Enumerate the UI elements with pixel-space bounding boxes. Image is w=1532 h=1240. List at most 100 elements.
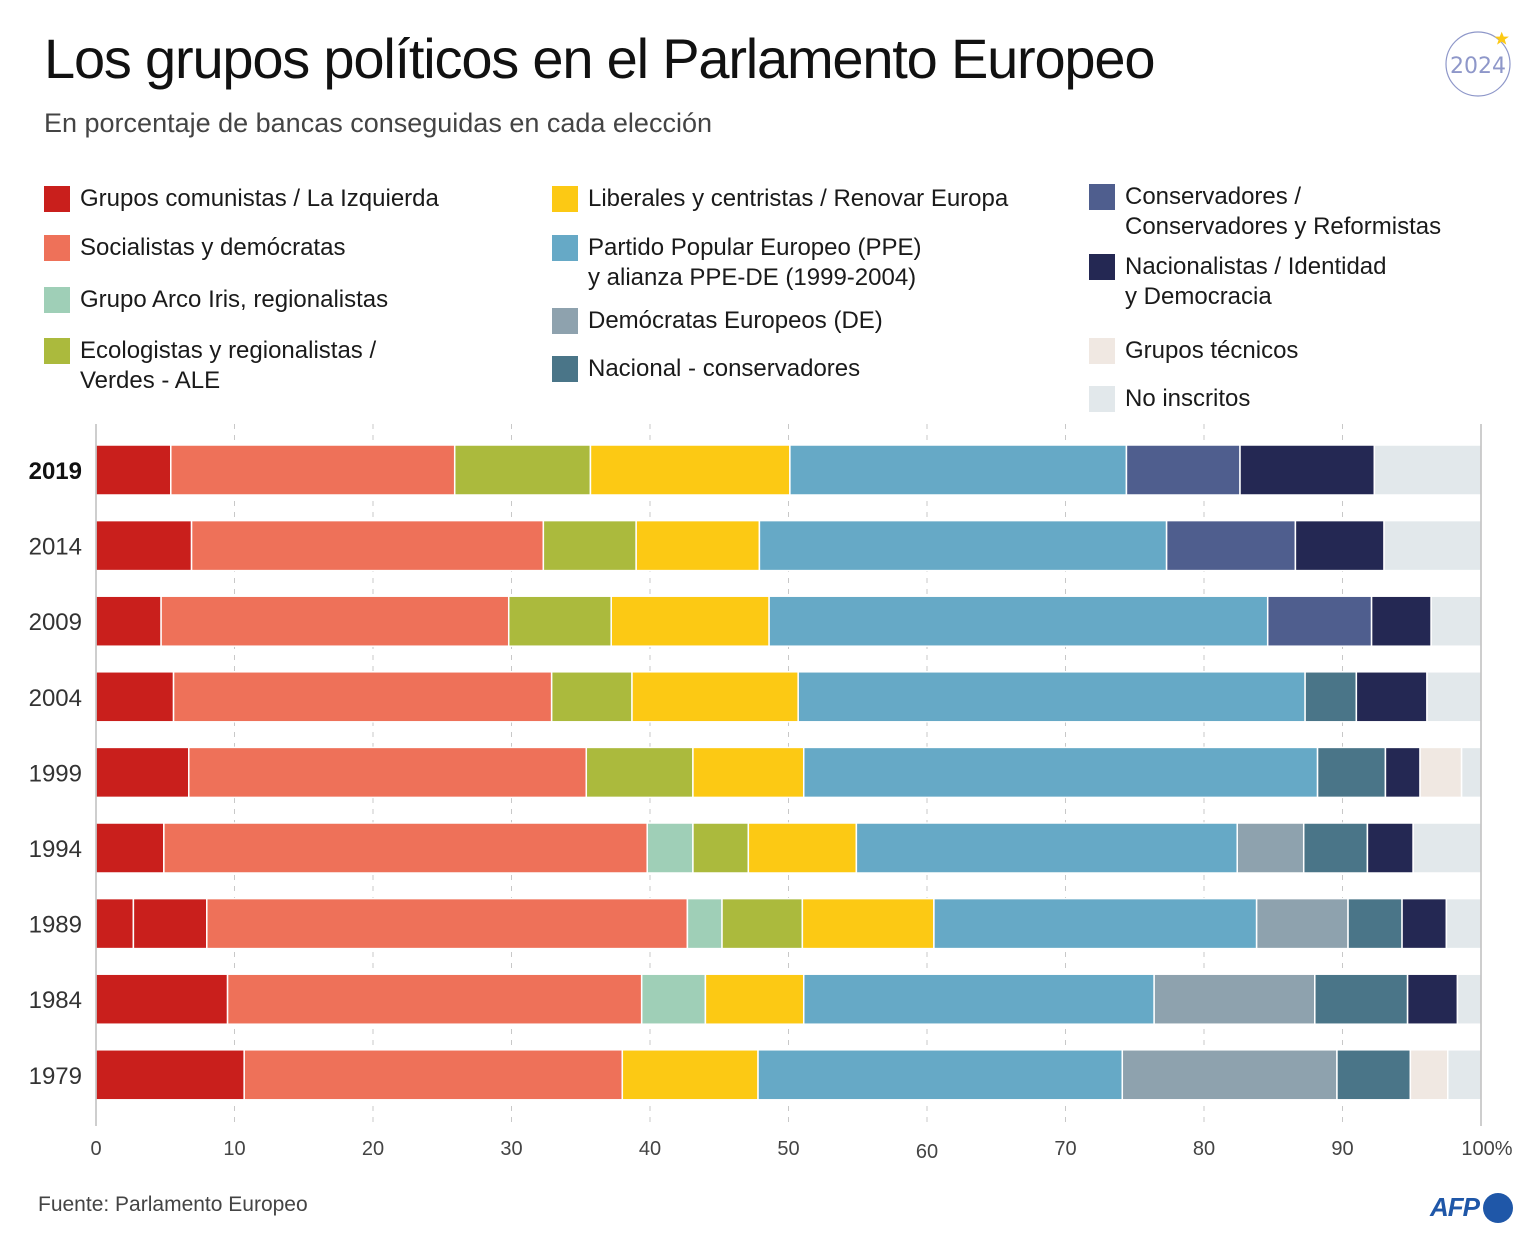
year-label: 1994 bbox=[29, 836, 82, 863]
legend-item-liberales: Liberales y centristas / Renovar Europa bbox=[552, 184, 1008, 214]
legend-swatch bbox=[552, 186, 578, 212]
bar-segment-2009-no_inscritos bbox=[1430, 595, 1482, 647]
bar-segment-1994-verdes bbox=[692, 822, 750, 874]
x-tick-label: 40 bbox=[639, 1138, 661, 1160]
bar-segment-1979-socialistas bbox=[243, 1049, 624, 1101]
bar-segment-2019-ppe bbox=[789, 444, 1128, 496]
x-tick-label: 30 bbox=[500, 1138, 522, 1160]
bar-segment-2019-conservadores bbox=[1125, 444, 1241, 496]
legend-label: Demócratas Europeos (DE) bbox=[588, 307, 883, 334]
legend-swatch bbox=[44, 186, 70, 212]
bar-segment-1999-tecnicos bbox=[1419, 746, 1463, 799]
bar-segment-1989-de bbox=[1255, 897, 1349, 950]
x-tick-label: 20 bbox=[362, 1138, 384, 1160]
x-tick-label: 70 bbox=[1054, 1138, 1076, 1160]
afp-logo-text: AFP bbox=[1430, 1192, 1480, 1222]
source-note: Fuente: Parlamento Europeo bbox=[38, 1193, 308, 1216]
legend-label: Nacional - conservadores bbox=[588, 355, 861, 382]
legend-swatch bbox=[552, 308, 578, 334]
bar-segment-2004-socialistas bbox=[172, 671, 553, 723]
bar-segment-2004-verdes bbox=[550, 671, 633, 723]
bar-segment-2009-ppe bbox=[768, 595, 1269, 647]
legend-label: No inscritos bbox=[1125, 385, 1251, 412]
x-tick-label: 60 bbox=[916, 1141, 938, 1163]
bar-segment-1979-nacional_cons bbox=[1336, 1049, 1412, 1101]
bar-segment-2009-izquierda bbox=[95, 595, 162, 647]
legend-item-nacional_cons: Nacional - conservadores bbox=[552, 354, 860, 384]
legend-label: Grupos técnicos bbox=[1125, 337, 1299, 364]
x-tick-label: 50 bbox=[777, 1138, 799, 1160]
bar-segment-2019-izquierda bbox=[95, 444, 172, 496]
bar-segment-1994-nacionalistas bbox=[1366, 822, 1414, 874]
legend-swatch bbox=[552, 235, 578, 261]
legend-swatch bbox=[1089, 254, 1115, 280]
bar-segment-1979-tecnicos bbox=[1409, 1049, 1449, 1101]
star-icon bbox=[1494, 31, 1509, 45]
bar-segment-1994-izquierda bbox=[95, 822, 165, 874]
bar-segment-1999-verdes bbox=[585, 746, 694, 799]
bar-segment-2014-ppe bbox=[758, 519, 1168, 572]
x-tick-label: 100% bbox=[1461, 1138, 1512, 1160]
bar-segment-1999-nacional_cons bbox=[1316, 746, 1387, 799]
bar-segment-1984-ppe bbox=[802, 973, 1155, 1025]
legend-label: Partido Popular Europeo (PPE) y alianza … bbox=[588, 234, 922, 291]
bar-segment-1989-no_inscritos bbox=[1445, 897, 1482, 950]
bar-segment-2014-conservadores bbox=[1165, 519, 1297, 572]
bar-segment-1984-socialistas bbox=[226, 973, 643, 1025]
bar-segment-1979-ppe bbox=[757, 1049, 1124, 1101]
bar-segment-1994-socialistas bbox=[163, 822, 648, 874]
bar-segment-2009-nacionalistas bbox=[1370, 595, 1432, 647]
legend-item-ppe: Partido Popular Europeo (PPE) y alianza … bbox=[552, 233, 922, 293]
bar-segment-1994-no_inscritos bbox=[1412, 822, 1482, 874]
bar-segment-1984-arcoiris bbox=[640, 973, 707, 1025]
year-label: 1984 bbox=[29, 987, 82, 1014]
x-tick-label: 90 bbox=[1331, 1138, 1353, 1160]
bar-segment-1984-liberales bbox=[704, 973, 805, 1025]
bar-segment-2019-nacionalistas bbox=[1239, 444, 1376, 496]
badge-circle-icon bbox=[1445, 31, 1511, 97]
legend-label: Ecologistas y regionalistas / Verdes - A… bbox=[80, 337, 377, 394]
bar-segment-2014-nacionalistas bbox=[1294, 519, 1385, 572]
bar-segment-1989-nacional_cons bbox=[1347, 897, 1403, 950]
bar-segment-1984-no_inscritos bbox=[1456, 973, 1482, 1025]
legend-swatch bbox=[1089, 386, 1115, 412]
legend-item-socialistas: Socialistas y demócratas bbox=[44, 233, 345, 263]
bar-segment-2014-izquierda bbox=[95, 519, 193, 572]
x-tick-label: 0 bbox=[90, 1138, 101, 1160]
bar-segment-2019-socialistas bbox=[170, 444, 456, 496]
bar-segment-1999-socialistas bbox=[188, 746, 588, 799]
year-label: 2004 bbox=[29, 685, 82, 712]
badge-year: 2024 bbox=[1450, 54, 1506, 79]
legend-swatch bbox=[1089, 338, 1115, 364]
bar-segment-2019-no_inscritos bbox=[1373, 444, 1482, 496]
bar-segment-2019-liberales bbox=[589, 444, 791, 496]
bar-segment-1994-nacional_cons bbox=[1302, 822, 1369, 874]
bar-segment-2014-verdes bbox=[542, 519, 637, 572]
bar-segment-1999-liberales bbox=[692, 746, 805, 799]
bar-segment-2004-ppe bbox=[797, 671, 1306, 723]
bar-segment-1984-nacional_cons bbox=[1314, 973, 1409, 1025]
bar-segment-2019-verdes bbox=[453, 444, 592, 496]
legend-swatch bbox=[44, 287, 70, 313]
bar-segment-2009-liberales bbox=[610, 595, 770, 647]
legend-swatch bbox=[44, 338, 70, 364]
legend-swatch bbox=[552, 356, 578, 382]
bar-segment-2014-liberales bbox=[635, 519, 761, 572]
legend-item-izquierda: Grupos comunistas / La Izquierda bbox=[44, 184, 439, 214]
bar-segment-2014-no_inscritos bbox=[1383, 519, 1482, 572]
year-label: 1979 bbox=[29, 1063, 82, 1090]
bar-segment-2009-verdes bbox=[507, 595, 612, 647]
year-label: 2009 bbox=[29, 609, 82, 636]
legend-label: Liberales y centristas / Renovar Europa bbox=[588, 185, 1009, 212]
bar-segment-1984-izquierda bbox=[95, 973, 229, 1025]
bar-segment-2004-liberales bbox=[631, 671, 799, 723]
bar-segment-1989-verdes bbox=[721, 897, 804, 950]
bar-segment-2004-no_inscritos bbox=[1426, 671, 1482, 723]
legend-item-nacionalistas: Nacionalistas / Identidad y Democracia bbox=[1089, 252, 1387, 312]
bar-segment-1979-liberales bbox=[621, 1049, 759, 1101]
bar-segment-1989-arcoiris bbox=[686, 897, 723, 950]
legend-label: Grupos comunistas / La Izquierda bbox=[80, 185, 439, 212]
x-tick-label: 10 bbox=[223, 1138, 245, 1160]
bar-segment-1979-izquierda bbox=[95, 1049, 245, 1101]
